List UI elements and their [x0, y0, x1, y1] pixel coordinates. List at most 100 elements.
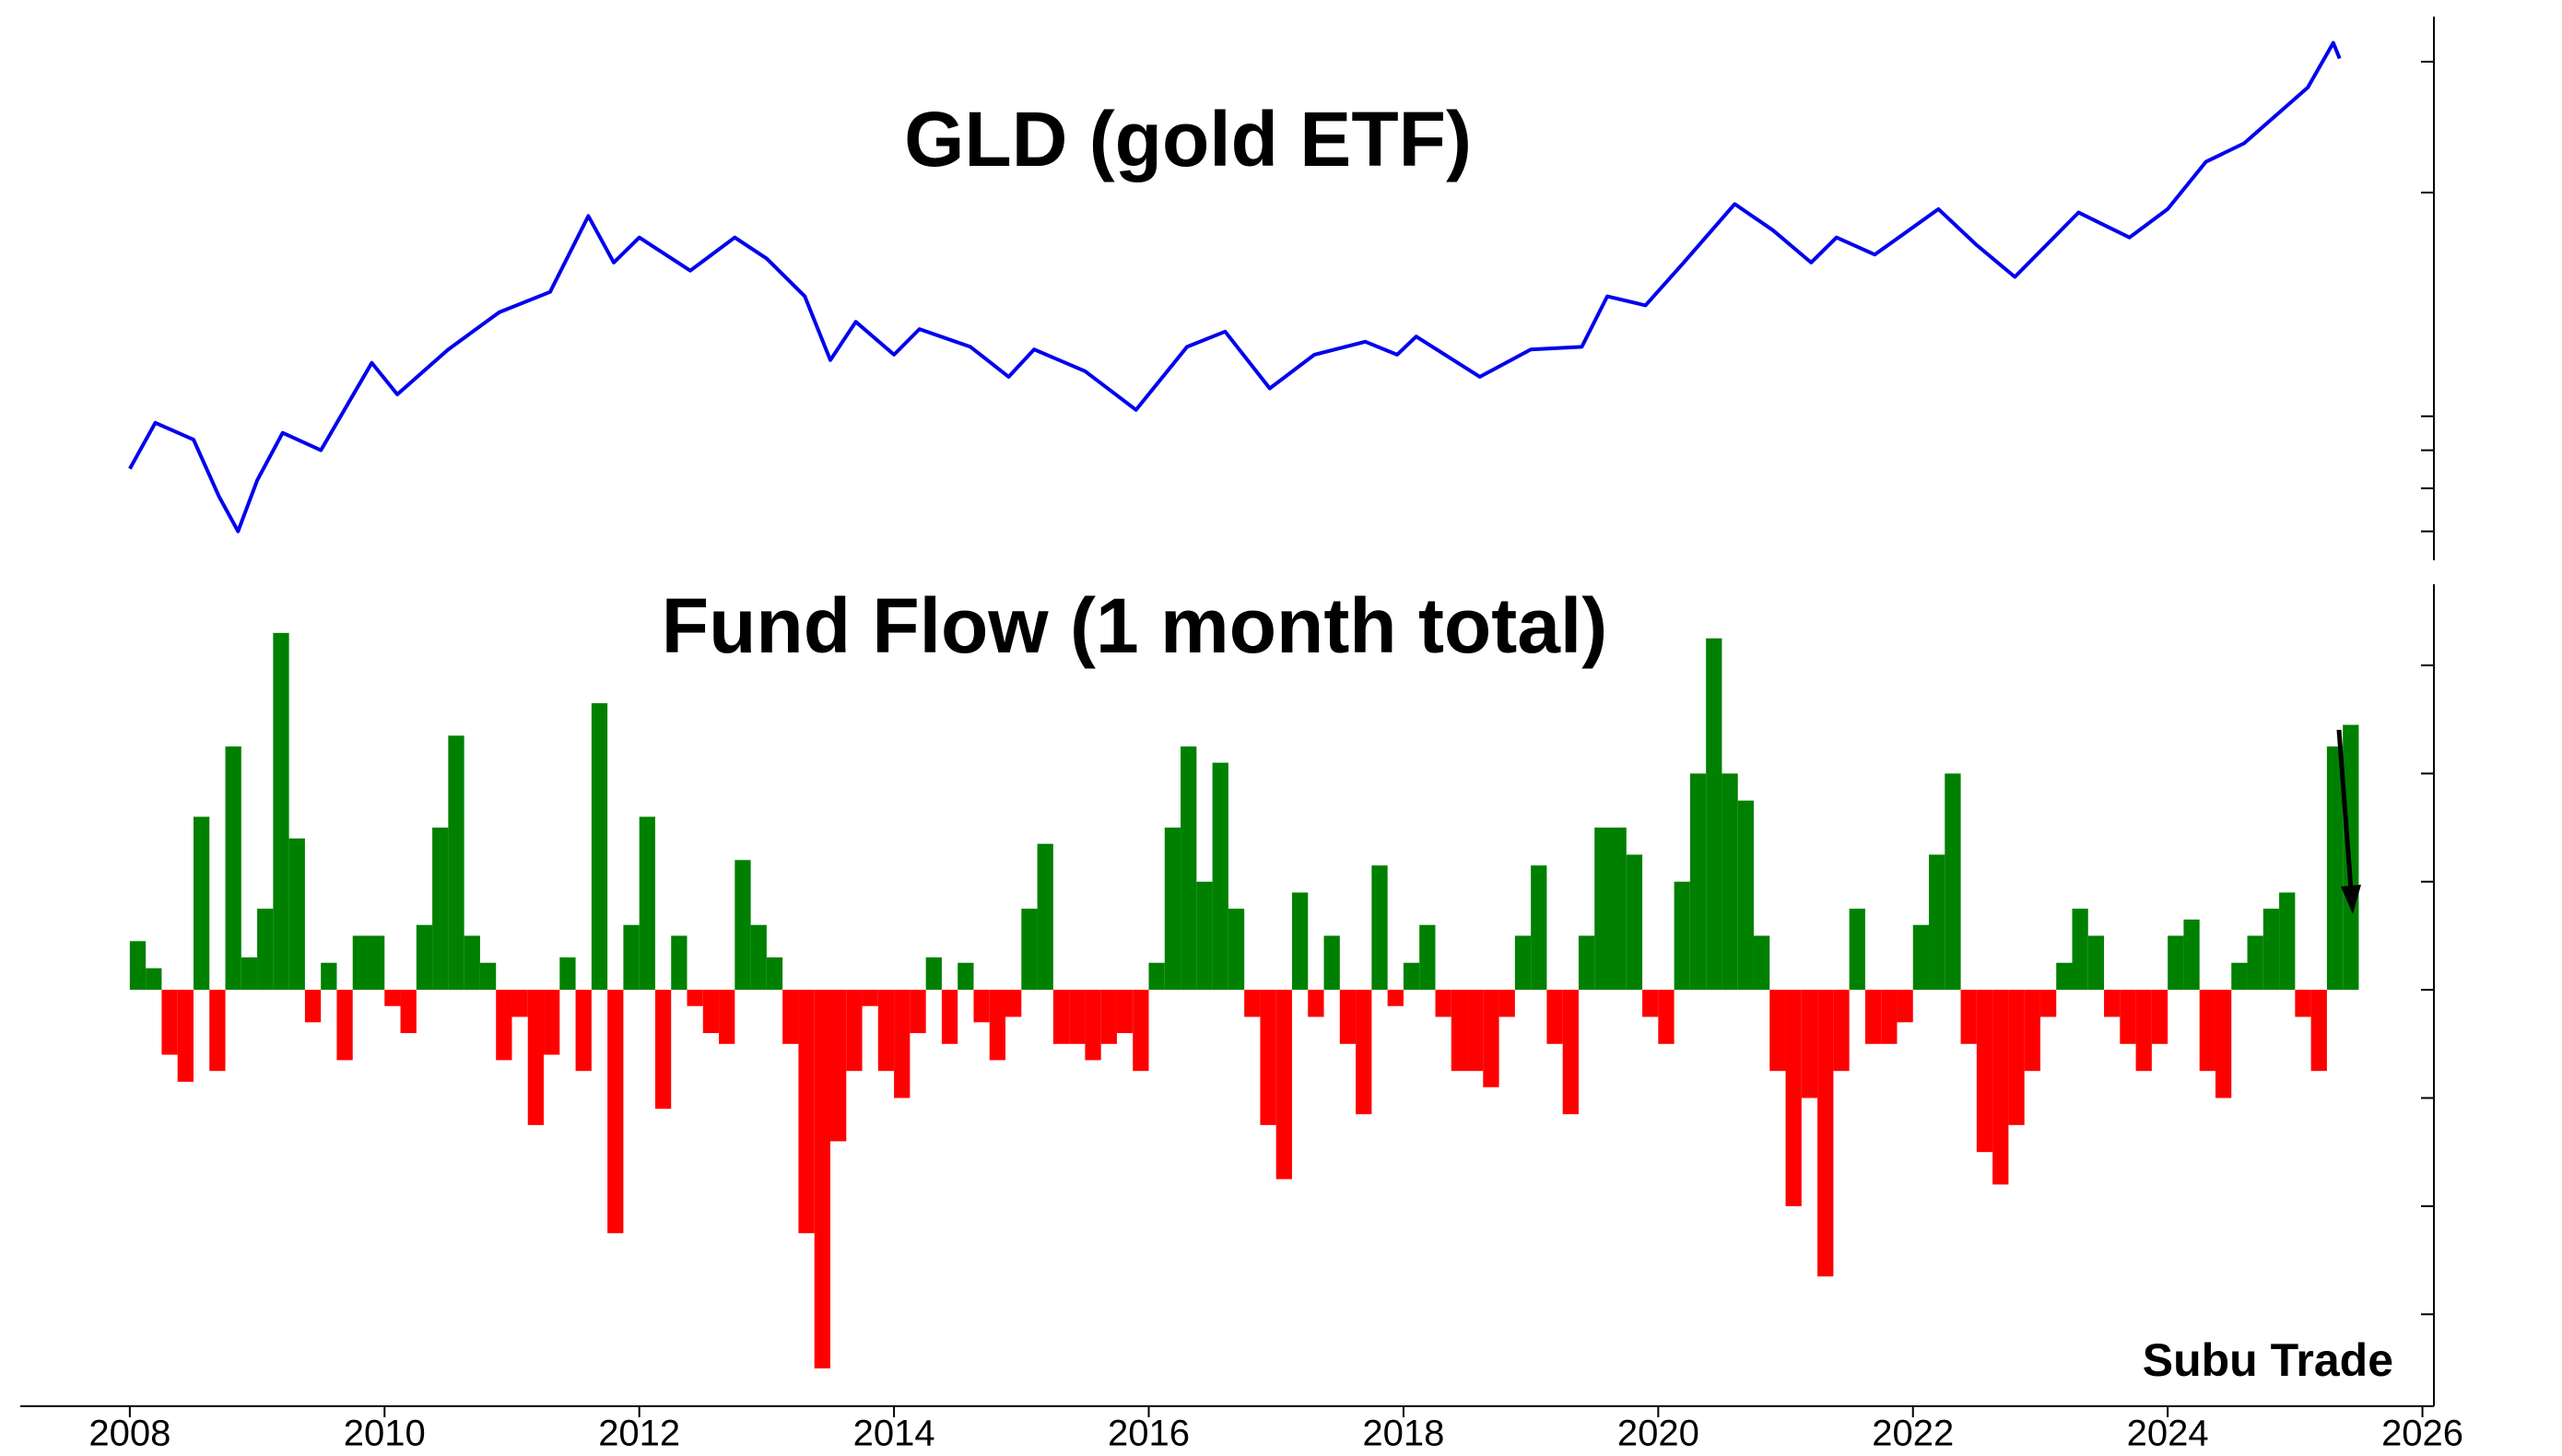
- flow-bar: [654, 990, 672, 1110]
- flow-bar: [1483, 990, 1499, 1087]
- flow-bar: [687, 990, 703, 1006]
- flow-bar: [511, 990, 528, 1017]
- flow-bar: [1356, 990, 1372, 1115]
- flow-bar: [2072, 909, 2088, 991]
- flow-bar: [750, 924, 767, 991]
- flow-bar: [2247, 935, 2263, 991]
- flow-bar: [2215, 990, 2232, 1098]
- flow-bar: [1212, 762, 1228, 991]
- flow-bar: [2262, 909, 2280, 991]
- flow-bar: [225, 746, 241, 991]
- flow-bar: [575, 990, 592, 1072]
- flow-bar: [2135, 990, 2152, 1072]
- flow-bar: [2120, 990, 2136, 1044]
- x-tick-label: 2026: [2381, 1414, 2463, 1454]
- flow-bar: [2279, 892, 2296, 991]
- chart-title: GLD (gold ETF): [904, 96, 1472, 182]
- flow-bar: [1546, 990, 1563, 1044]
- flow-bar: [1275, 990, 1292, 1180]
- flow-bar: [321, 962, 337, 991]
- flow-bar: [1976, 990, 1993, 1153]
- flow-bar: [735, 860, 751, 991]
- flow-bar: [2151, 990, 2168, 1044]
- flow-bar: [129, 941, 147, 991]
- flow-bar: [1626, 854, 1643, 991]
- flow-bar: [146, 968, 162, 991]
- flow-bar: [527, 990, 545, 1125]
- price-line: [128, 41, 2342, 534]
- flow-bar: [1451, 990, 1468, 1072]
- flow-bar: [1801, 990, 1818, 1098]
- flow-bar: [1021, 909, 1038, 991]
- flow-bar: [1578, 935, 1595, 991]
- flow-bar: [1785, 990, 1802, 1206]
- flow-bar: [1753, 935, 1770, 991]
- flow-bar: [989, 990, 1006, 1061]
- flow-bar: [161, 990, 178, 1055]
- flow-bar: [1864, 990, 1882, 1044]
- flow-bar: [1403, 962, 1420, 991]
- x-tick-label: 2008: [88, 1414, 170, 1454]
- flow-bar: [798, 990, 815, 1234]
- flow-bar: [1148, 962, 1165, 991]
- flow-bar: [1642, 990, 1659, 1017]
- flow-bar: [894, 990, 911, 1098]
- flow-bar: [1610, 828, 1627, 991]
- flow-bar: [1562, 990, 1579, 1115]
- flow-bar: [1897, 990, 1913, 1023]
- flow-bar: [1849, 909, 1865, 991]
- flow-bar: [1100, 990, 1117, 1044]
- flow-bar: [719, 990, 735, 1044]
- flow-bar: [958, 962, 974, 991]
- flow-bar: [877, 990, 895, 1072]
- watermark: Subu Trade: [2143, 1334, 2393, 1386]
- flow-bar: [400, 990, 417, 1034]
- flow-bar: [1945, 773, 1961, 991]
- flow-bar: [1116, 990, 1134, 1034]
- flow-bar: [2056, 962, 2073, 991]
- flow-bar: [177, 990, 194, 1082]
- flow-bar: [1244, 990, 1261, 1017]
- flow-bar: [814, 990, 830, 1368]
- flow-bar: [1196, 881, 1213, 991]
- flow-bar: [1498, 990, 1515, 1017]
- x-tick-label: 2010: [344, 1414, 426, 1454]
- flow-bar: [1069, 990, 1086, 1044]
- flow-bar: [193, 816, 210, 991]
- flow-bar: [1514, 935, 1532, 991]
- flow-bar: [432, 828, 449, 991]
- flow-bar: [368, 935, 385, 991]
- flow-bar: [1052, 990, 1070, 1044]
- flow-bar: [2039, 990, 2057, 1017]
- flow-bar: [1722, 773, 1738, 991]
- flow-bar: [1291, 892, 1309, 991]
- flow-bar: [2295, 990, 2311, 1017]
- flow-bar: [702, 990, 720, 1034]
- flow-bar: [448, 735, 464, 991]
- flow-bar: [1228, 909, 1245, 991]
- flow-bar: [623, 924, 640, 991]
- flow-bar: [1737, 800, 1754, 991]
- flow-bar: [1164, 828, 1181, 991]
- flow-bar: [1308, 990, 1324, 1017]
- flow-bar: [544, 990, 560, 1055]
- flow-bar: [1419, 924, 1436, 991]
- flow-bar: [2008, 990, 2025, 1125]
- flow-bar: [846, 990, 863, 1072]
- flow-bar: [559, 957, 576, 991]
- flow-bar: [925, 957, 942, 991]
- flow-bar: [273, 632, 289, 991]
- flow-bar: [1689, 773, 1707, 991]
- flow-bar: [2310, 990, 2327, 1072]
- flow-bar: [1339, 990, 1357, 1044]
- flow-bar: [829, 990, 847, 1142]
- flow-bar: [241, 957, 258, 991]
- arrow-shaft: [2336, 729, 2354, 890]
- flow-bar: [1929, 854, 1945, 991]
- flow-bar: [2087, 935, 2105, 991]
- flow-bar: [1881, 990, 1898, 1044]
- flow-bar: [496, 990, 512, 1061]
- flow-bar: [2326, 746, 2344, 991]
